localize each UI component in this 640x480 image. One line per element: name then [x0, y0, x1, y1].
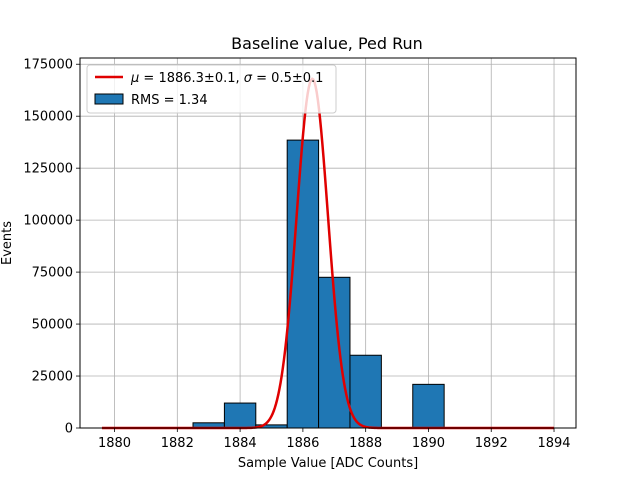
y-axis-label: Events	[0, 221, 15, 265]
y-tick-label: 175000	[23, 58, 73, 73]
x-tick-label: 1888	[349, 436, 382, 451]
legend-sigma-symbol: σ	[244, 71, 253, 86]
y-tick-label: 0	[65, 422, 73, 437]
histogram-bar	[412, 383, 445, 429]
legend-mu-symbol: μ	[130, 71, 139, 86]
histogram-bars	[192, 139, 445, 429]
legend-fit-label: μ = 1886.3±0.1, σ = 0.5±0.1	[130, 71, 323, 86]
y-tick-label: 125000	[23, 162, 73, 177]
legend-mu-text: = 1886.3±0.1,	[139, 71, 243, 86]
x-tick-label: 1892	[475, 436, 508, 451]
x-tick-label: 1882	[161, 436, 194, 451]
y-tick-label: 100000	[23, 214, 73, 229]
x-tick-label: 1884	[224, 436, 257, 451]
y-tick-label: 25000	[32, 370, 73, 385]
x-axis-ticks: 1880 1882 1884 1886 1888 1890 1892 1894	[98, 428, 571, 451]
x-axis-label: Sample Value [ADC Counts]	[238, 456, 418, 471]
y-tick-label: 50000	[32, 318, 73, 333]
histogram-bar	[349, 354, 382, 429]
chart-title: Baseline value, Ped Run	[231, 34, 423, 53]
legend-histogram-label: RMS = 1.34	[131, 93, 208, 108]
histogram-bar	[223, 402, 257, 429]
legend-box	[86, 64, 337, 114]
x-tick-label: 1880	[98, 436, 131, 451]
x-tick-label: 1886	[286, 436, 319, 451]
plot-area-frame	[79, 57, 577, 429]
x-tick-label: 1890	[412, 436, 445, 451]
x-tick-label: 1894	[537, 436, 570, 451]
y-tick-label: 150000	[23, 110, 73, 125]
y-tick-label: 75000	[32, 266, 73, 281]
legend-histogram-swatch	[94, 93, 124, 105]
legend: μ = 1886.3±0.1, σ = 0.5±0.1 RMS = 1.34	[86, 64, 337, 114]
y-axis-ticks: 0 25000 50000 75000 100000 125000 150000 175000	[23, 58, 80, 437]
legend-sigma-text: = 0.5±0.1	[252, 71, 323, 86]
